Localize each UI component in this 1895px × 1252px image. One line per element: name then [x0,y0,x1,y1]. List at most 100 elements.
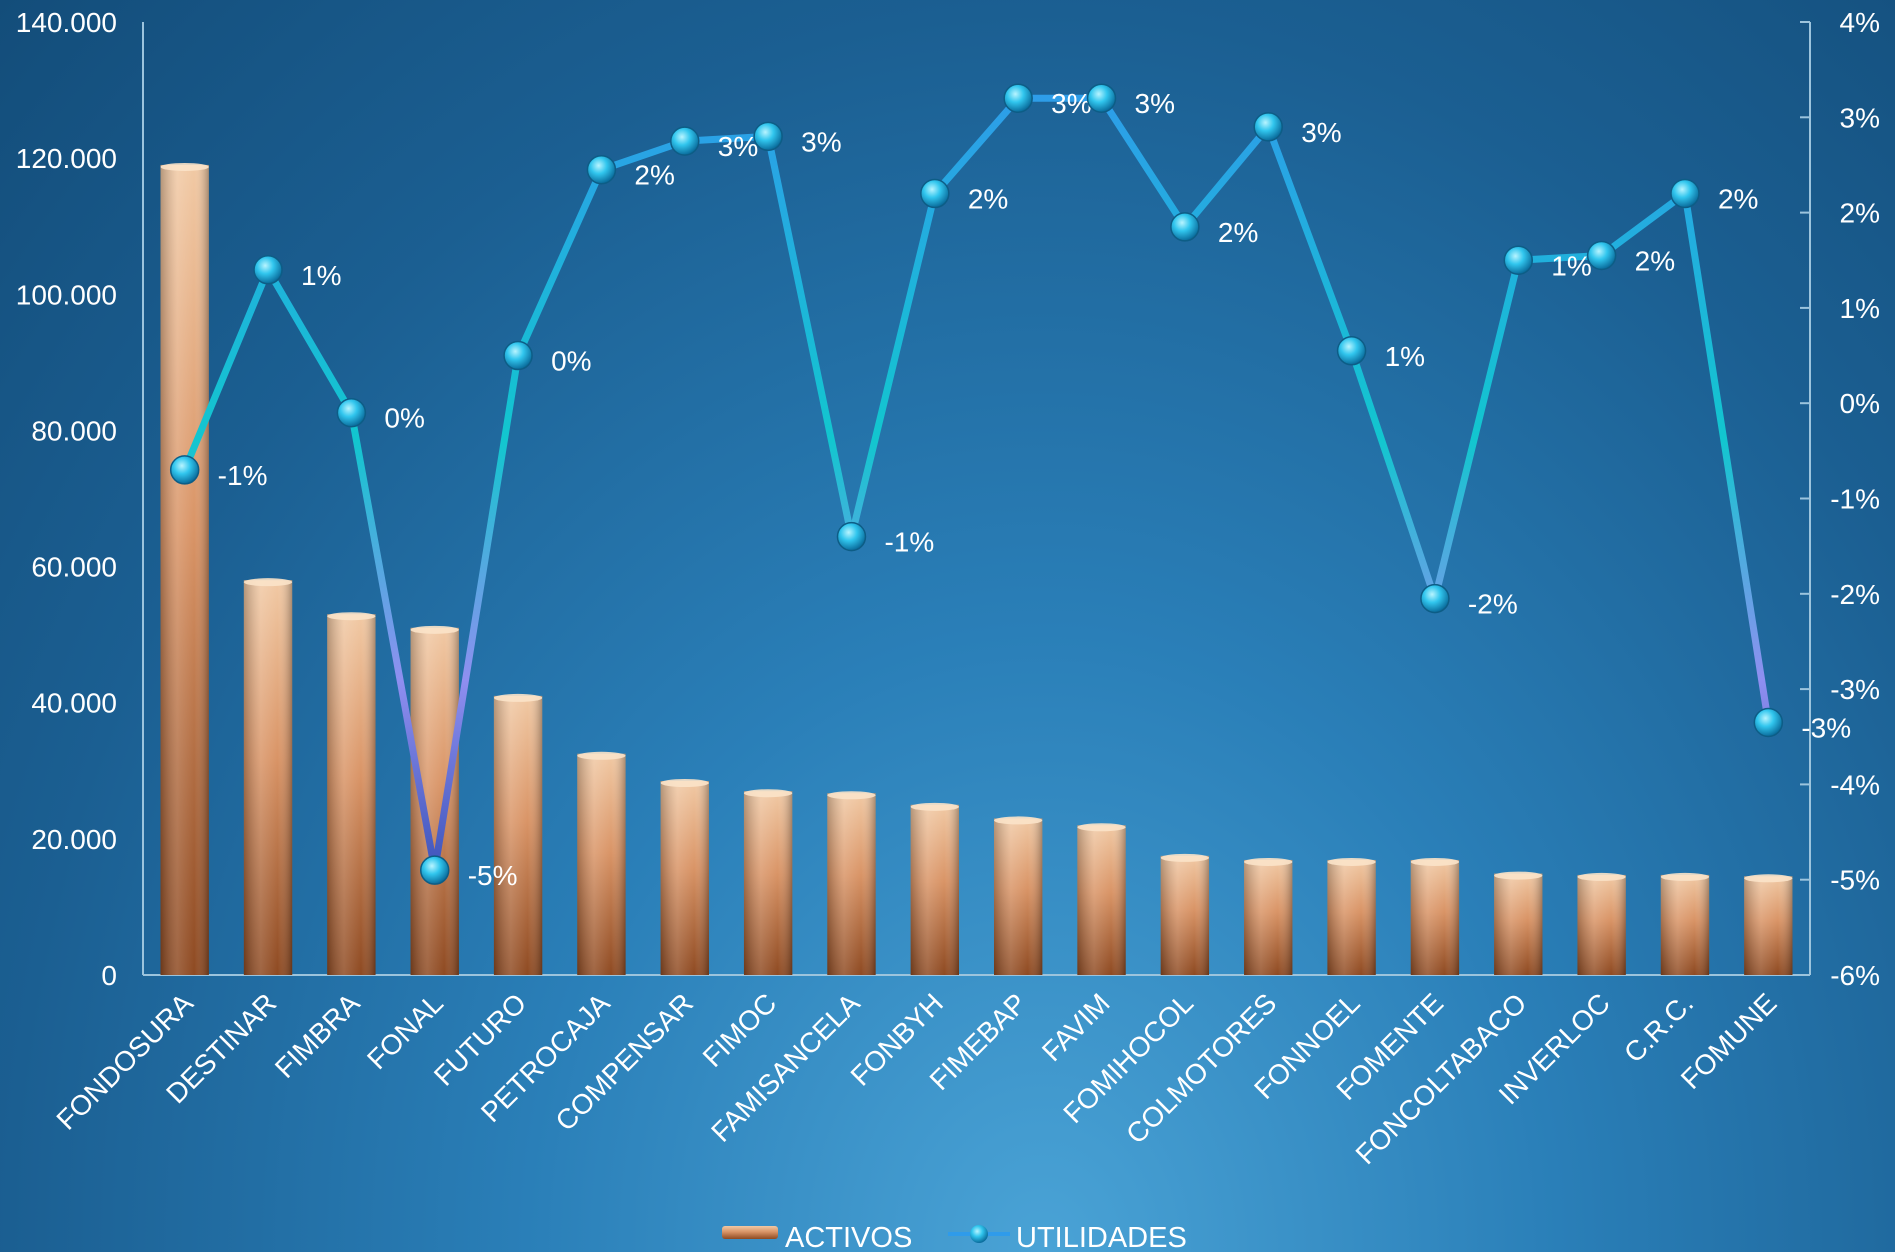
category-labels: FONDOSURADESTINARFIMBRAFONALFUTUROPETROC… [50,987,1782,1170]
left-tick-label: 80.000 [31,415,117,446]
bar-top-cap [910,802,959,811]
bar-top-cap [1160,853,1210,862]
utilidades-data-label: -1% [218,460,268,491]
bar-shade [160,164,209,975]
utilidades-data-label: -3% [1801,712,1851,743]
utilidades-data-label: 2% [968,184,1008,215]
bar-top-cap [1660,872,1710,881]
bar-top-cap [1077,823,1126,832]
bar-top-cap [1744,874,1793,883]
left-tick-label: 40.000 [31,688,117,719]
utilidades-marker [169,455,200,485]
utilidades-data-label: 3% [1301,117,1341,148]
utilidades-line [181,94,1772,874]
bar-shade [660,780,709,975]
right-tick-label: 0% [1840,388,1880,419]
utilidades-data-label: 2% [634,160,674,191]
legend-label-utilidades: UTILIDADES [1016,1222,1187,1252]
utilidades-marker [503,340,533,371]
utilidades-marker [253,255,283,285]
bar-top-cap [410,625,459,634]
utilidades-data-label: 0% [551,346,591,377]
utilidades-marker [920,178,950,209]
bar-shade [327,614,376,975]
right-tick-label: -6% [1830,960,1880,991]
category-label: C.R.C. [1618,987,1699,1068]
bar-shade [827,793,876,975]
utilidades-data-label: 0% [384,403,424,434]
bar-shade [743,791,793,975]
bar-shade [493,695,543,975]
right-tick-label: 2% [1840,198,1880,229]
axes [142,22,1811,976]
right-tick-label: -3% [1830,674,1880,705]
line-series-utilidades: -1% 1% 0% -5% 0% 2% 3% 3% -1% 2% 3% 3% 2% 3% 1% -2% 1% 2%… [169,83,1851,891]
bar-shade [577,753,626,975]
bar-top-cap [160,162,209,171]
bar-top-cap [994,816,1043,825]
utilidades-data-label: -1% [884,527,934,558]
utilidades-marker [1670,178,1700,209]
bar-shade [1160,855,1210,975]
bar-top-cap [1410,857,1460,866]
right-tick-label: 4% [1840,7,1880,38]
utilidades-marker [1420,583,1450,614]
utilidades-marker [1503,245,1534,275]
legend: ACTIVOS UTILIDADES [722,1222,1187,1252]
bar-series-activos [160,162,1793,975]
utilidades-data-label: 2% [1218,217,1258,248]
utilidades-marker [1586,240,1617,271]
right-tick-label: -1% [1830,484,1880,515]
left-tick-label: 100.000 [16,279,117,310]
right-tick-label: 3% [1840,102,1880,133]
bar-top-cap [1244,857,1293,866]
utilidades-marker [753,121,783,152]
bar-shade [1410,859,1460,975]
bar-shade [1744,876,1793,975]
utilidades-marker [419,855,450,885]
bar-shade [410,627,459,975]
legend-swatch-activos [722,1226,778,1239]
utilidades-marker [1086,83,1117,113]
bar-top-cap [743,789,793,798]
left-tick-label: 120.000 [16,143,117,174]
utilidades-data-label: 1% [1385,341,1425,372]
utilidades-data-label: 2% [1718,184,1758,215]
bar-shade [1660,874,1710,975]
utilidades-data-label: -2% [1468,589,1518,620]
category-label: FONDOSURA [50,987,199,1136]
left-tick-label: 60.000 [31,552,117,583]
bar-top-cap [1577,872,1626,881]
legend-label-activos: ACTIVOS [785,1222,912,1252]
bar-top-cap [493,693,543,702]
utilidades-marker [336,397,367,428]
bar-top-cap [243,578,293,587]
bar-top-cap [1494,871,1543,880]
category-label: FIMOC [697,987,783,1073]
right-axis-ticks: -6% -5% -4% -3% -2% -1% 0% 1% 2% 3% 4% [1800,7,1880,991]
utilidades-marker [1253,112,1283,142]
right-tick-label: -5% [1830,865,1880,896]
bar-top-cap [327,612,376,621]
utilidades-data-label: 2% [1635,245,1675,276]
bar-shade [1244,859,1293,975]
legend-swatch-utilidades-marker [970,1225,988,1243]
utilidades-data-label: 3% [1135,88,1175,119]
bar-top-cap [1327,857,1376,866]
right-tick-label: -2% [1830,579,1880,610]
bar-shade [1077,825,1126,975]
right-tick-label: -4% [1830,769,1880,800]
category-label: COLMOTORES [1120,987,1282,1149]
right-tick-label: 1% [1840,293,1880,324]
utilidades-marker [1170,212,1200,242]
bar-shade [243,580,293,975]
utilidades-data-label: 3% [1051,88,1091,119]
left-tick-label: 0 [101,960,117,991]
bar-shade [994,818,1043,975]
left-axis-ticks: 0 20.000 40.000 60.000 80.000 100.000 120.000 1… [16,7,117,991]
left-tick-label: 20.000 [31,824,117,855]
bar-shade [1494,873,1543,975]
bar-top-cap [660,778,709,787]
utilidades-data-label: 1% [301,260,341,291]
